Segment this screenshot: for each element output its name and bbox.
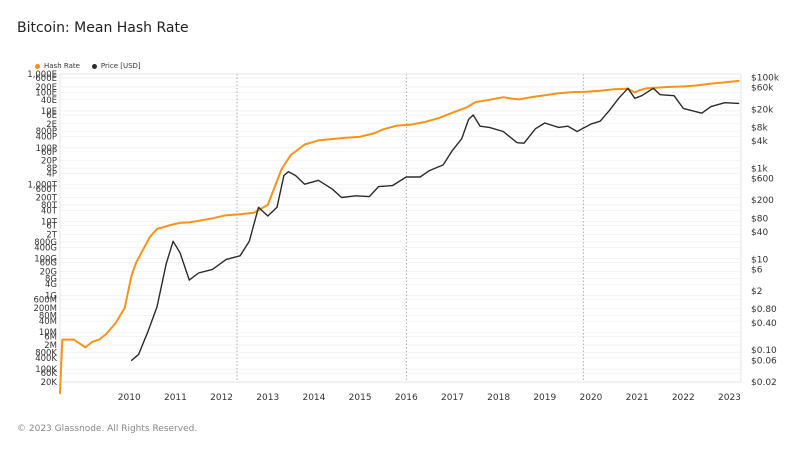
left-tick-label: 8G — [45, 275, 57, 285]
right-tick-label: $8k — [751, 123, 768, 133]
x-tick-label: 2014 — [302, 393, 325, 403]
left-tick-label: 2T — [46, 230, 57, 240]
left-tick-label: 100P — [36, 144, 57, 154]
left-tick-label: 6E — [46, 111, 57, 121]
plot-area-border — [59, 73, 742, 383]
left-tick-label: 10T — [41, 218, 58, 228]
x-tick-label: 2021 — [626, 393, 649, 403]
left-tick-label: 100E — [35, 88, 57, 98]
left-tick-label: 20G — [40, 267, 57, 277]
x-axis: 2010 2011 2012 2013 2014 2015 2016 2017 2018 2019… — [118, 393, 741, 403]
x-tick-label: 2011 — [164, 393, 187, 403]
right-tick-label: $100k — [751, 74, 780, 84]
left-tick-label: 80M — [39, 312, 57, 322]
copyright-footer: © 2023 Glassnode. All Rights Reserved. — [17, 424, 198, 434]
left-tick-label: 800P — [36, 127, 57, 137]
left-tick-label: 60P — [41, 148, 57, 158]
left-tick-label: 8P — [46, 164, 57, 174]
legend-label-price: Price [USD] — [100, 62, 141, 70]
left-tick-label: 40M — [39, 317, 57, 327]
price-dot-icon — [91, 63, 97, 69]
legend: Hash Rate Price [USD] — [35, 62, 153, 70]
left-tick-label: 1G — [45, 291, 57, 301]
legend-label-hash-rate: Hash Rate — [44, 62, 80, 70]
legend-item-price[interactable]: Price [USD] — [91, 62, 141, 70]
left-tick-label: 60K — [41, 369, 58, 379]
right-tick-label: $0.80 — [751, 305, 777, 315]
right-tick-label: $200 — [751, 196, 774, 206]
left-tick-label: 200T — [36, 194, 58, 204]
hash-rate-line — [59, 79, 740, 395]
right-tick-label: $0.40 — [751, 319, 777, 329]
price-line — [130, 87, 740, 361]
left-tick-label: 80T — [41, 201, 58, 211]
left-tick-label: 600M — [33, 295, 57, 305]
x-tick-label: 2019 — [533, 393, 556, 403]
left-axis: 1,000E600E200E100E40E10E6E2E800P400P100P… — [27, 70, 58, 388]
x-tick-label: 2013 — [256, 393, 279, 403]
left-tick-label: 200E — [35, 83, 57, 93]
left-tick-label: 20K — [41, 378, 58, 388]
right-axis: $100k$60k$20k$8k$4k$1k$600$200$80$40$10$… — [751, 74, 780, 388]
page-title: Bitcoin: Mean Hash Rate — [17, 20, 189, 36]
left-tick-label: 800G — [34, 238, 57, 248]
series-lines — [59, 79, 740, 395]
hash-rate-dot-icon — [35, 63, 40, 69]
left-tick-label: 800K — [35, 348, 57, 358]
left-tick-label: 1,000T — [27, 181, 57, 191]
left-tick-label: 40T — [41, 206, 58, 216]
right-tick-label: $10 — [751, 255, 768, 265]
right-tick-label: $60k — [751, 84, 774, 94]
left-tick-label: 10M — [39, 328, 57, 338]
left-tick-label: 2M — [44, 341, 57, 351]
left-tick-label: 10E — [41, 107, 57, 117]
right-tick-label: $1k — [751, 164, 768, 174]
x-tick-label: 2017 — [441, 393, 464, 403]
right-tick-label: $20k — [751, 105, 774, 115]
left-tick-label: 400P — [36, 133, 57, 143]
x-tick-label: 2012 — [210, 393, 233, 403]
x-tick-label: 2016 — [395, 393, 418, 403]
halving-lines — [236, 74, 584, 382]
left-tick-label: 6T — [46, 222, 57, 232]
right-tick-label: $4k — [751, 137, 768, 147]
left-tick-label: 1,000E — [27, 70, 57, 80]
right-tick-label: $0.06 — [751, 356, 777, 366]
left-tick-label: 600T — [36, 185, 58, 195]
left-tick-label: 100G — [34, 254, 57, 264]
left-tick-label: 6M — [44, 332, 57, 342]
right-tick-label: $600 — [751, 175, 774, 185]
left-tick-label: 4P — [46, 170, 57, 180]
x-tick-label: 2020 — [579, 393, 602, 403]
right-tick-label: $0.02 — [751, 378, 777, 388]
left-tick-label: 400K — [35, 354, 57, 364]
right-tick-label: $40 — [751, 228, 768, 238]
left-tick-label: 60G — [40, 259, 57, 269]
left-tick-label: 400G — [34, 243, 57, 253]
x-tick-label: 2023 — [718, 393, 741, 403]
right-tick-label: $0.10 — [751, 346, 777, 356]
left-tick-label: 40E — [41, 96, 57, 106]
grid-lines — [60, 73, 741, 383]
left-tick-label: 4G — [45, 280, 57, 290]
right-tick-label: $80 — [751, 214, 768, 224]
left-tick-label: 2E — [46, 120, 57, 130]
x-tick-label: 2015 — [349, 393, 372, 403]
x-tick-label: 2022 — [672, 393, 695, 403]
left-tick-label: 100K — [35, 365, 57, 375]
right-tick-label: $6 — [751, 265, 763, 275]
left-tick-label: 200M — [33, 304, 57, 314]
right-tick-label: $2 — [751, 287, 762, 297]
x-tick-label: 2010 — [118, 393, 141, 403]
left-tick-label: 600E — [35, 74, 57, 84]
legend-item-hash-rate[interactable]: Hash Rate — [35, 62, 80, 70]
x-tick-label: 2018 — [487, 393, 510, 403]
left-tick-label: 20P — [41, 157, 57, 167]
